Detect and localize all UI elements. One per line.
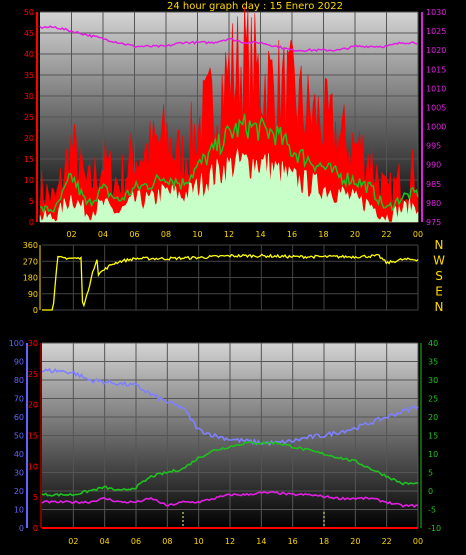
compass-label-N: N <box>435 300 444 314</box>
temperature-ytick: 5 <box>428 469 433 478</box>
p3-xtick-06: 06 <box>131 537 141 546</box>
p3-xtick-16: 16 <box>288 537 298 546</box>
direction-ytick: 0 <box>33 306 38 315</box>
humidity-ytick: 100 <box>9 339 24 348</box>
p3-xtick-00: 00 <box>413 537 423 546</box>
p3-xtick-04: 04 <box>100 537 110 546</box>
direction-ytick: 270 <box>23 257 38 266</box>
wind-ytick: 35 <box>24 71 34 80</box>
direction-ytick: 180 <box>23 274 38 283</box>
humidity-ytick: 60 <box>14 413 24 422</box>
pressure-ytick: 980 <box>426 199 441 208</box>
rain-ytick: 25 <box>28 370 38 379</box>
wind-ytick: 5 <box>29 197 34 206</box>
pressure-ytick: 1010 <box>426 84 446 93</box>
pressure-ytick: 1015 <box>426 65 446 74</box>
p3-xtick-02: 02 <box>68 537 78 546</box>
wind-ytick: 30 <box>24 92 34 101</box>
p3-xtick-10: 10 <box>194 537 204 546</box>
rain-ytick: 15 <box>28 432 38 441</box>
pressure-ytick: 990 <box>426 161 441 170</box>
wind-average-series <box>39 113 419 214</box>
temperature-ytick: 30 <box>428 376 438 385</box>
wind-pressure-panel: 0510152025303540455097598098599099510001… <box>24 6 446 239</box>
compass-label-E: E <box>435 285 443 299</box>
humidity-ytick: 10 <box>14 506 24 515</box>
rain-ytick: 5 <box>33 493 38 502</box>
p3-xtick-22: 22 <box>382 537 392 546</box>
direction-ytick: 90 <box>28 290 38 299</box>
humidity-ytick: 80 <box>14 376 24 385</box>
p1-xtick-00: 00 <box>413 230 423 239</box>
temperature-ytick: -5 <box>428 506 436 515</box>
chart-title: 24 hour graph day : 15 Enero 2022 <box>167 1 343 12</box>
p1-xtick-10: 10 <box>192 230 202 239</box>
pressure-ytick: 1005 <box>426 103 446 112</box>
pressure-ytick: 1000 <box>426 123 446 132</box>
temperature-ytick: 25 <box>428 395 438 404</box>
pressure-ytick: 1020 <box>426 46 446 55</box>
p1-xtick-04: 04 <box>98 230 108 239</box>
humidity-ytick: 90 <box>14 358 24 367</box>
temperature-ytick: 40 <box>428 339 438 348</box>
humidity-ytick: 0 <box>19 524 24 533</box>
pressure-ytick: 995 <box>426 142 441 151</box>
wind-ytick: 15 <box>24 155 34 164</box>
pressure-ytick: 1030 <box>426 8 446 17</box>
wind-low-series <box>39 148 419 223</box>
humidity-ytick: 70 <box>14 395 24 404</box>
p1-xtick-08: 08 <box>161 230 171 239</box>
p3-xtick-18: 18 <box>319 537 329 546</box>
humidity-ytick: 20 <box>14 487 24 496</box>
temperature-series <box>41 440 419 497</box>
temperature-ytick: 35 <box>428 358 438 367</box>
p3-xtick-12: 12 <box>225 537 235 546</box>
wind-ytick: 45 <box>24 29 34 38</box>
wind-gust-series <box>39 6 419 223</box>
p1-xtick-12: 12 <box>224 230 234 239</box>
p1-xtick-22: 22 <box>381 230 391 239</box>
p1-xtick-18: 18 <box>318 230 328 239</box>
direction-ytick: 360 <box>23 241 38 250</box>
p3-xtick-20: 20 <box>350 537 360 546</box>
wind-direction-series <box>42 253 419 311</box>
temperature-ytick: 15 <box>428 432 438 441</box>
wind-ytick: 50 <box>24 8 34 17</box>
p3-xtick-08: 08 <box>162 537 172 546</box>
temperature-ytick: 10 <box>428 450 438 459</box>
dewpoint-series <box>41 491 418 509</box>
rain-ytick: 30 <box>28 339 38 348</box>
p1-xtick-02: 02 <box>66 230 76 239</box>
p3-xtick-14: 14 <box>256 537 266 546</box>
compass-label-S: S <box>435 269 443 283</box>
pressure-series <box>39 25 419 53</box>
temperature-ytick: 0 <box>428 487 433 496</box>
pressure-ytick: 1025 <box>426 27 446 36</box>
wind-ytick: 0 <box>29 218 34 227</box>
temperature-ytick: 20 <box>428 413 438 422</box>
humidity-series <box>41 367 419 447</box>
p1-xtick-14: 14 <box>255 230 265 239</box>
pressure-ytick: 985 <box>426 180 441 189</box>
wind-ytick: 10 <box>24 176 34 185</box>
compass-label-W: W <box>433 254 445 268</box>
pressure-ytick: 975 <box>426 218 441 227</box>
wind-ytick: 25 <box>24 113 34 122</box>
p1-xtick-06: 06 <box>129 230 139 239</box>
compass-label-N: N <box>435 238 444 252</box>
temperature-ytick: -10 <box>428 524 441 533</box>
rain-ytick: 20 <box>28 401 38 410</box>
wind-ytick: 20 <box>24 134 34 143</box>
humidity-ytick: 50 <box>14 432 24 441</box>
temperature-humidity-panel: 0102030405060708090100051015202530-10-50… <box>9 339 441 546</box>
p1-xtick-16: 16 <box>287 230 297 239</box>
rain-ytick: 10 <box>28 462 38 471</box>
humidity-ytick: 40 <box>14 450 24 459</box>
rain-ytick: 0 <box>33 524 38 533</box>
wind-ytick: 40 <box>24 50 34 59</box>
p1-xtick-20: 20 <box>350 230 360 239</box>
humidity-ytick: 30 <box>14 469 24 478</box>
